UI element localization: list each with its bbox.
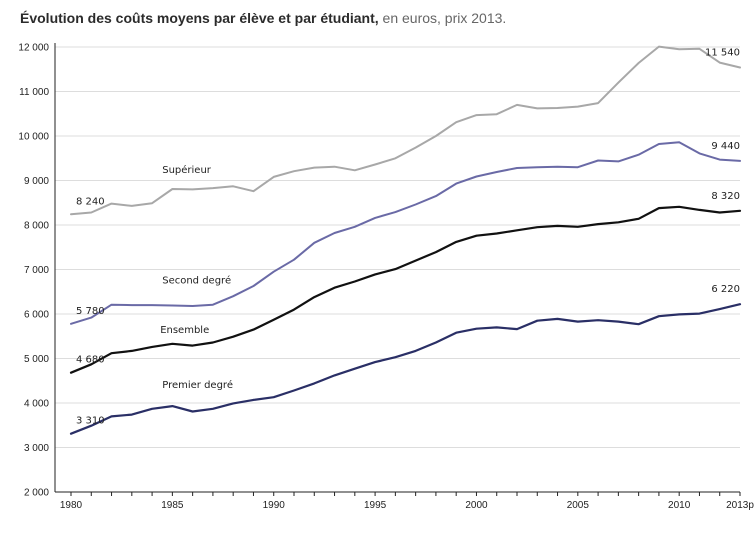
y-tick-label: 9 000 — [24, 176, 49, 187]
y-tick-label: 5 000 — [24, 354, 49, 365]
data-label-start: 4 680 — [76, 355, 105, 366]
y-tick-label: 10 000 — [18, 132, 49, 143]
y-tick-label: 7 000 — [24, 265, 49, 276]
chart-title-main: Évolution des coûts moyens par élève et … — [20, 10, 379, 26]
data-label-start: 3 310 — [76, 416, 105, 427]
series-name-label: Premier degré — [162, 379, 233, 391]
x-tick-label: 1995 — [364, 500, 387, 511]
x-tick-label: 2010 — [668, 500, 691, 511]
series-line-ensemble — [69, 205, 742, 374]
series-name-label: Second degré — [162, 275, 231, 287]
series-name-label: Ensemble — [160, 325, 209, 336]
y-tick-label: 12 000 — [18, 43, 49, 54]
data-label-end: 11 540 — [705, 47, 740, 58]
series-line-premier-degre — [69, 303, 742, 435]
data-label-start: 5 780 — [76, 306, 105, 317]
chart-title-sub: en euros, prix 2013. — [378, 10, 507, 26]
data-label-end: 8 320 — [711, 191, 740, 202]
chart-title: Évolution des coûts moyens par élève et … — [20, 10, 506, 26]
axes: 2 000 3 000 4 000 5 000 6 000 7 000 8 000 9 000… — [18, 43, 754, 512]
gridlines — [55, 46, 740, 493]
data-label-start: 8 240 — [76, 196, 105, 207]
y-tick-label: 11 000 — [19, 87, 49, 98]
x-tick-label: 2000 — [465, 500, 488, 511]
x-tick-label: 1990 — [263, 500, 286, 511]
y-tick-label: 6 000 — [24, 310, 49, 321]
y-tick-label: 4 000 — [24, 399, 49, 410]
y-tick-label: 3 000 — [24, 443, 49, 454]
y-tick-label: 2 000 — [24, 488, 49, 499]
data-label-end: 9 440 — [711, 141, 740, 152]
series-name-label: Supérieur — [162, 164, 212, 176]
data-label-end: 6 220 — [711, 284, 740, 295]
series-lines — [69, 45, 742, 435]
series-line-superieur — [70, 45, 741, 216]
x-tick-label: 1985 — [161, 500, 184, 511]
x-tick-label: 2005 — [567, 500, 590, 511]
x-tick-label: 2013p — [726, 500, 754, 511]
y-tick-label: 8 000 — [24, 221, 49, 232]
x-tick-label: 1980 — [60, 500, 83, 511]
series-line-second-degre — [70, 141, 741, 325]
series-labels: Supérieur Second degré Ensemble Premier deg… — [76, 47, 740, 426]
